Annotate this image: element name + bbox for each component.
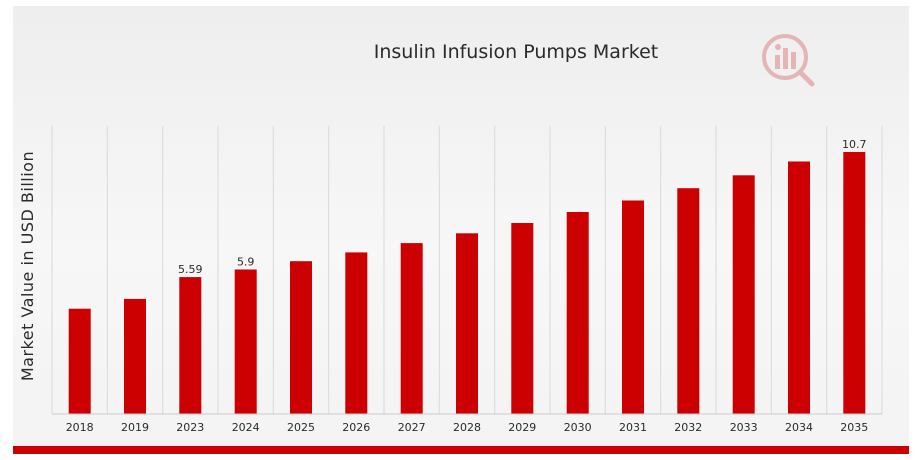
bar-2019	[124, 298, 146, 414]
bar-2025	[290, 261, 312, 414]
labels-layer: 2018 2019 2023 5.59 2024 5.9 2025 2026 2027 2028 2…	[66, 138, 869, 434]
x-tick-label: 2023	[176, 421, 204, 434]
x-tick-label: 2028	[453, 421, 481, 434]
x-tick-label: 2032	[674, 421, 702, 434]
bar-2023	[179, 277, 202, 414]
y-axis-label: Market Value in USD Billion	[18, 151, 37, 381]
grid-layer	[51, 126, 883, 414]
bar-2031	[622, 200, 644, 414]
bar-2018	[68, 308, 91, 414]
data-label: 5.9	[237, 256, 255, 269]
x-tick-label: 2034	[785, 421, 813, 434]
x-tick-label: 2026	[342, 421, 370, 434]
chart-title: Insulin Infusion Pumps Market	[374, 41, 658, 63]
x-tick-label: 2035	[840, 421, 868, 434]
bars-layer	[68, 152, 866, 414]
x-tick-label: 2029	[508, 421, 536, 434]
x-tick-label: 2018	[66, 421, 94, 434]
bar-2029	[511, 223, 534, 414]
bar-2033	[732, 175, 755, 414]
data-label: 10.7	[842, 138, 867, 151]
bar-2027	[400, 243, 423, 414]
data-label: 5.59	[178, 263, 203, 276]
bar-2026	[345, 252, 368, 414]
bar-2032	[677, 188, 700, 414]
bar-2028	[456, 233, 478, 414]
x-tick-label: 2031	[619, 421, 647, 434]
bottom-accent-bar	[13, 446, 909, 454]
x-tick-label: 2019	[121, 421, 149, 434]
bar-2035	[843, 152, 866, 414]
x-tick-label: 2024	[232, 421, 260, 434]
x-tick-label: 2030	[564, 421, 592, 434]
bar-2024	[234, 269, 257, 414]
x-tick-label: 2033	[730, 421, 758, 434]
mrfr-logo-icon	[762, 34, 815, 87]
bar-2034	[788, 161, 810, 414]
x-tick-label: 2027	[398, 421, 426, 434]
bar-2030	[566, 212, 589, 414]
x-tick-label: 2025	[287, 421, 315, 434]
